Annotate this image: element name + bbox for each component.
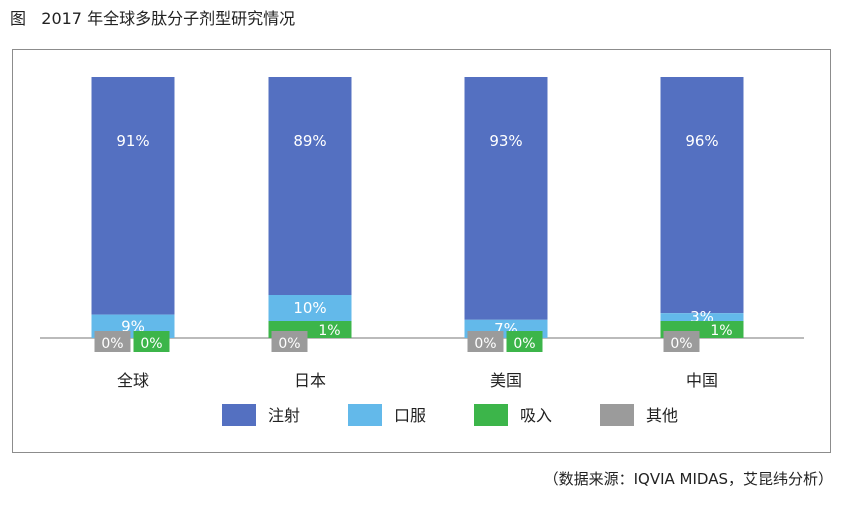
legend-swatch: [474, 404, 508, 426]
figure-title: 图 2017 年全球多肽分子剂型研究情况: [10, 9, 296, 28]
category-label: 美国: [490, 371, 522, 390]
label-injection: 96%: [685, 132, 718, 150]
bar-other: [271, 331, 308, 352]
label-other: 0%: [101, 336, 123, 352]
label-injection: 91%: [116, 132, 149, 150]
label-other: 0%: [474, 336, 496, 352]
bar-other: [467, 331, 504, 352]
label-oral: 9%: [121, 317, 145, 335]
bar-injection: [91, 77, 175, 315]
bar-other: [94, 331, 131, 352]
label-inhalation: 0%: [140, 336, 162, 352]
label-inhalation: 0%: [513, 336, 535, 352]
legend-label: 注射: [268, 406, 300, 425]
label-inhalation: 1%: [710, 323, 732, 339]
label-oral: 10%: [293, 299, 326, 317]
category-label: 日本: [294, 371, 326, 390]
category-label: 中国: [686, 371, 718, 390]
label-other: 0%: [278, 336, 300, 352]
legend-label: 口服: [394, 406, 426, 425]
label-other: 0%: [670, 336, 692, 352]
label-inhalation: 1%: [318, 323, 340, 339]
legend-swatch: [222, 404, 256, 426]
label-injection: 93%: [489, 132, 522, 150]
category-label: 全球: [117, 371, 149, 390]
legend-swatch: [348, 404, 382, 426]
label-injection: 89%: [293, 132, 326, 150]
legend-label: 其他: [646, 406, 678, 425]
bar-other: [663, 331, 700, 352]
bar-injection: [268, 77, 352, 295]
chart-frame: [12, 49, 831, 453]
bar-inhalation: [133, 331, 170, 352]
bar-injection: [660, 77, 744, 314]
legend-label: 吸入: [520, 406, 552, 425]
legend-swatch: [600, 404, 634, 426]
bar-inhalation: [506, 331, 543, 352]
bar-oral: [268, 295, 352, 321]
data-source-note: （数据来源：IQVIA MIDAS，艾昆纬分析）: [543, 470, 833, 488]
bar-oral: [660, 313, 744, 321]
bar-injection: [464, 77, 548, 320]
